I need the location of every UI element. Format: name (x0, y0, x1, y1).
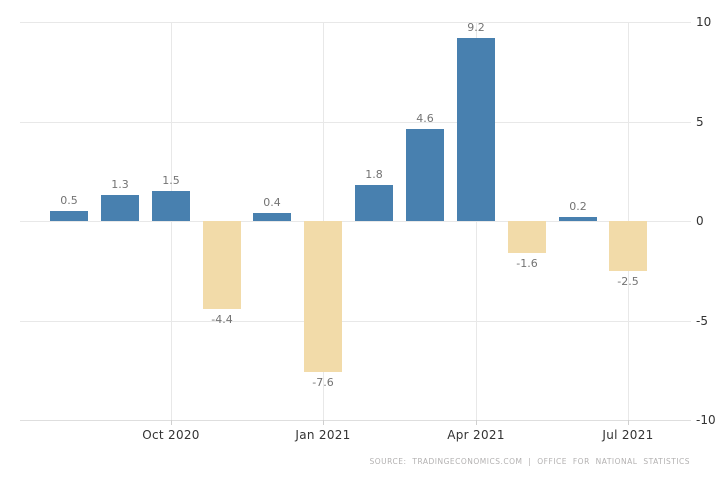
bar-value-label: -2.5 (617, 275, 639, 288)
bar-may-2021[interactable] (508, 221, 546, 253)
bar-aug-2020[interactable] (50, 211, 88, 221)
bar-value-label: -7.6 (312, 376, 334, 389)
x-axis-tick (323, 420, 324, 425)
bar-nov-2020[interactable] (203, 221, 241, 309)
bar-jul-2021[interactable] (609, 221, 647, 271)
y-gridline (20, 122, 691, 123)
y-axis-label: -10 (696, 413, 716, 427)
x-axis-tick (628, 420, 629, 425)
bar-value-label: 9.2 (467, 21, 485, 34)
bar-feb-2021[interactable] (355, 185, 393, 221)
x-axis-label: Oct 2020 (142, 428, 200, 442)
x-gridline (171, 22, 172, 420)
bar-value-label: -1.6 (516, 257, 538, 270)
bar-apr-2021[interactable] (457, 38, 495, 221)
bar-jun-2021[interactable] (559, 217, 597, 221)
bar-value-label: -4.4 (211, 313, 233, 326)
bar-sep-2020[interactable] (101, 195, 139, 221)
y-axis-label: 5 (696, 115, 704, 129)
bar-jan-2021[interactable] (304, 221, 342, 372)
bar-value-label: 1.5 (162, 174, 180, 187)
x-axis-label: Jul 2021 (602, 428, 654, 442)
bar-value-label: 4.6 (416, 112, 434, 125)
y-axis-label: -5 (696, 314, 708, 328)
x-axis-tick (476, 420, 477, 425)
source-attribution: SOURCE: TRADINGECONOMICS.COM | OFFICE FO… (369, 457, 690, 466)
bar-mar-2021[interactable] (406, 129, 444, 221)
bar-value-label: 0.5 (60, 194, 78, 207)
bar-value-label: 1.3 (111, 178, 129, 191)
x-axis-label: Jan 2021 (295, 428, 351, 442)
y-axis-label: 0 (696, 214, 704, 228)
bar-oct-2020[interactable] (152, 191, 190, 221)
bar-value-label: 0.2 (569, 200, 587, 213)
bar-dec-2020[interactable] (253, 213, 291, 221)
bar-value-label: 1.8 (365, 168, 383, 181)
bar-value-label: 0.4 (263, 196, 281, 209)
x-axis-line (20, 420, 691, 421)
y-gridline (20, 321, 691, 322)
y-gridline (20, 22, 691, 23)
y-axis-label: 10 (696, 15, 712, 29)
x-axis-tick (171, 420, 172, 425)
y-gridline (20, 221, 691, 222)
x-axis-label: Apr 2021 (447, 428, 505, 442)
